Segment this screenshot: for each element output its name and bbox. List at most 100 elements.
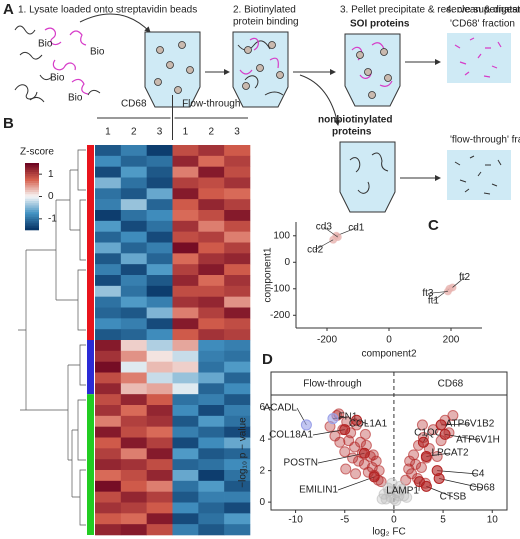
y-tick-label: 0 (284, 257, 290, 268)
point (393, 490, 405, 502)
x-axis-title: component2 (361, 349, 416, 360)
strip-label: Flow-through (303, 379, 361, 390)
biotinylated-protein (44, 27, 89, 95)
colorbar-cell (25, 176, 39, 179)
heatmap-cell (146, 166, 173, 178)
biotinylated-protein (239, 37, 279, 75)
strip-label: CD68 (438, 379, 464, 390)
colorbar-cell (25, 214, 39, 217)
point-label: ACADL (264, 403, 298, 414)
heatmap-cell (224, 307, 251, 319)
fraction-title: nonbiotinylated (318, 115, 392, 126)
colorbar-cell (25, 185, 39, 188)
peptides (454, 37, 502, 78)
bio-tag: Bio (50, 73, 65, 84)
heatmap-cell (172, 524, 199, 536)
heatmap-cell (198, 177, 225, 189)
panel-label: D (262, 351, 273, 368)
labeled-point (327, 413, 339, 425)
colorbar-tick-label: -1 (48, 213, 57, 224)
point-label: CD68 (469, 483, 495, 494)
heatmap-cell (172, 480, 199, 492)
heatmap-cell (120, 470, 147, 482)
heatmap-cell (146, 220, 173, 232)
y-axis-title: −log₁₀ p − value (238, 417, 249, 488)
point-label: C4 (472, 469, 485, 480)
arrow (79, 13, 151, 33)
y-tick-label: -200 (270, 310, 290, 321)
heatmap-cell (95, 415, 122, 427)
heatmap-cell (198, 199, 225, 211)
point-label: ft1 (428, 295, 440, 306)
heatmap-cell (224, 350, 251, 362)
colorbar-cell (25, 169, 39, 173)
leader (444, 434, 479, 441)
heatmap-cell (172, 231, 199, 243)
colorbar-cell (25, 167, 39, 170)
heatmap-cell (172, 318, 199, 330)
heatmap-cell (224, 459, 251, 471)
heatmap-cell (95, 231, 122, 243)
heatmap-cell (95, 502, 122, 514)
point (359, 428, 371, 440)
heatmap-cell (224, 166, 251, 178)
colorbar-cell (25, 194, 39, 197)
point-label: ft3 (422, 288, 434, 299)
point-label: ATP6V1B2 (446, 419, 495, 430)
heatmap-cell (146, 513, 173, 525)
heatmap-cell (224, 491, 251, 503)
column-label: 2 (208, 127, 214, 138)
heatmap-cell (172, 372, 199, 384)
heatmap-cell (120, 372, 147, 384)
heatmap-cell (198, 155, 225, 167)
x-tick-label: 0 (386, 335, 392, 346)
heatmap-cell (95, 275, 122, 287)
heatmap-cell (172, 470, 199, 482)
heatmap-cell (224, 145, 251, 157)
colorbar-tick-label: 0 (48, 191, 54, 202)
heatmap-cell (146, 285, 173, 297)
labeled-point (368, 471, 380, 483)
leader (315, 239, 334, 251)
protein (14, 25, 101, 103)
heatmap-cell (198, 470, 225, 482)
point-label: POSTN (284, 458, 318, 469)
x-tick-label: -10 (288, 515, 303, 526)
heatmap-cell (172, 188, 199, 200)
heatmap-cell (224, 372, 251, 384)
heatmap-cell (120, 459, 147, 471)
heatmap-cell (146, 437, 173, 449)
x-tick-label: 10 (487, 515, 499, 526)
heatmap-cell (198, 242, 225, 254)
heatmap-cell (95, 166, 122, 178)
heatmap-cell (172, 361, 199, 373)
point-label: FN1 (339, 412, 358, 423)
heatmap-cell (172, 199, 199, 211)
heatmap-cell (172, 437, 199, 449)
heatmap-cell (198, 231, 225, 243)
heatmap-cell (146, 491, 173, 503)
plot-frame (270, 371, 508, 511)
point (376, 493, 388, 505)
heatmap-cell (198, 188, 225, 200)
colorbar-cell (25, 216, 39, 220)
colorbar-cell (25, 209, 39, 213)
point (415, 461, 427, 473)
heatmap-cell (198, 394, 225, 406)
heatmap-cell (198, 437, 225, 449)
y-tick-label: 6 (259, 402, 265, 413)
column-label: 3 (157, 127, 163, 138)
heatmap-cell (172, 329, 199, 341)
point (354, 436, 366, 448)
heatmap-cell (172, 350, 199, 362)
point (339, 446, 351, 458)
heatmap-cell (224, 231, 251, 243)
heatmap-cell (224, 405, 251, 417)
point (367, 449, 379, 461)
protein (237, 40, 284, 96)
heatmap-cell (95, 405, 122, 417)
column-label: 2 (131, 127, 137, 138)
labeled-point (435, 419, 447, 431)
heatmap-cell (95, 264, 122, 276)
y-tick-label: 0 (259, 497, 265, 508)
